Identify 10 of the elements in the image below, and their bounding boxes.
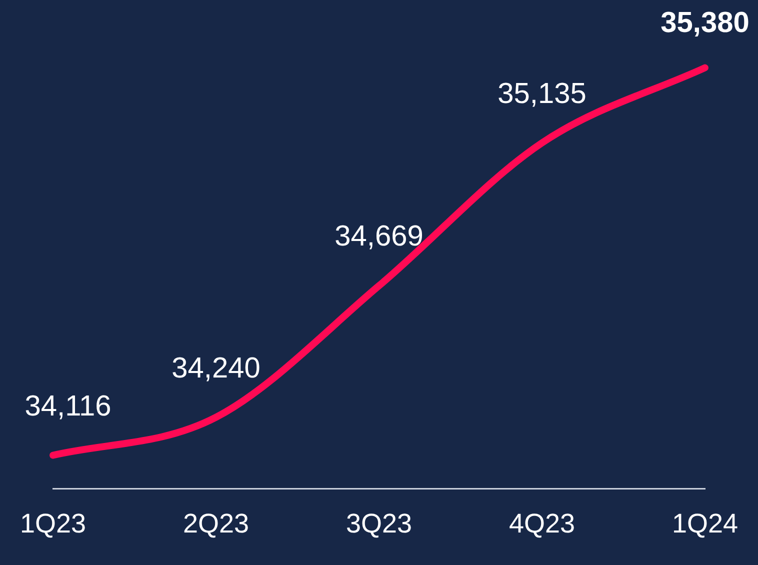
x-tick-label: 2Q23	[182, 508, 250, 538]
data-label: 34,116	[24, 390, 112, 422]
data-label: 34,240	[172, 352, 260, 384]
x-tick-label: 4Q23	[508, 508, 576, 538]
x-tick-label: 1Q23	[20, 508, 86, 538]
data-label: 35,135	[498, 78, 586, 110]
x-tick-label: 1Q24	[672, 508, 738, 538]
data-label: 34,669	[334, 220, 424, 253]
data-label: 35,380	[660, 6, 750, 39]
x-tick-label: 3Q23	[346, 508, 412, 538]
